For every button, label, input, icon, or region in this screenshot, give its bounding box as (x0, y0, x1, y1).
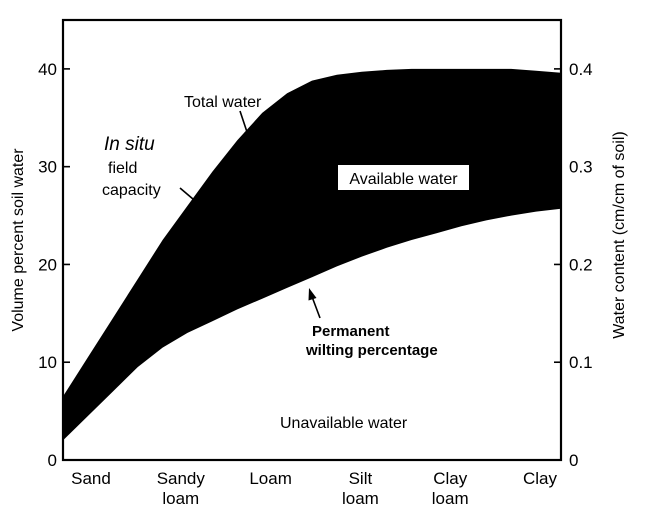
left-tick-label: 30 (38, 158, 57, 177)
field-capacity-arrow (179, 187, 205, 209)
in-situ-label: In situ (104, 134, 155, 155)
available-water-label-box (338, 165, 469, 190)
field-label: field (108, 160, 137, 177)
left-tick-label: 10 (38, 353, 57, 372)
wilting-label: wilting percentage (305, 342, 438, 359)
right-tick-label: 0.3 (569, 158, 593, 177)
capacity-label: capacity (102, 182, 161, 199)
plot-frame (61, 18, 563, 462)
x-tick-label: loam (162, 489, 199, 508)
available-water-band (63, 68, 561, 441)
available-water-label: Available water (349, 171, 458, 188)
total-water-label: Total water (184, 94, 262, 111)
x-tick-label: Loam (249, 469, 292, 488)
right-tick-label: 0.2 (569, 255, 593, 274)
y-axis-label-left: Volume percent soil water (10, 148, 27, 332)
left-tick-label: 0 (48, 451, 57, 470)
left-tick-label: 40 (38, 60, 57, 79)
right-tick-label: 0 (569, 451, 578, 470)
x-tick-label: Clay (523, 469, 558, 488)
x-tick-label: Sand (71, 469, 111, 488)
right-tick-label: 0.1 (569, 353, 593, 372)
y-axis-label-right: Water content (cm/cm of soil) (611, 131, 628, 338)
unavailable-water-label: Unavailable water (280, 415, 408, 432)
left-tick-label: 20 (38, 255, 57, 274)
x-tick-label: Clay (433, 469, 468, 488)
right-tick-label: 0.4 (569, 60, 593, 79)
total-water-arrow (239, 110, 253, 143)
x-tick-label: loam (432, 489, 469, 508)
x-tick-label: loam (342, 489, 379, 508)
left-y-axis: 0 10 20 30 40 (38, 60, 70, 470)
right-y-axis: 0 0.1 0.2 0.3 0.4 (554, 60, 593, 470)
permanent-label: Permanent (312, 323, 390, 340)
x-tick-label: Sandy (157, 469, 206, 488)
x-tick-label: Silt (349, 469, 373, 488)
wilting-arrow (308, 288, 321, 319)
